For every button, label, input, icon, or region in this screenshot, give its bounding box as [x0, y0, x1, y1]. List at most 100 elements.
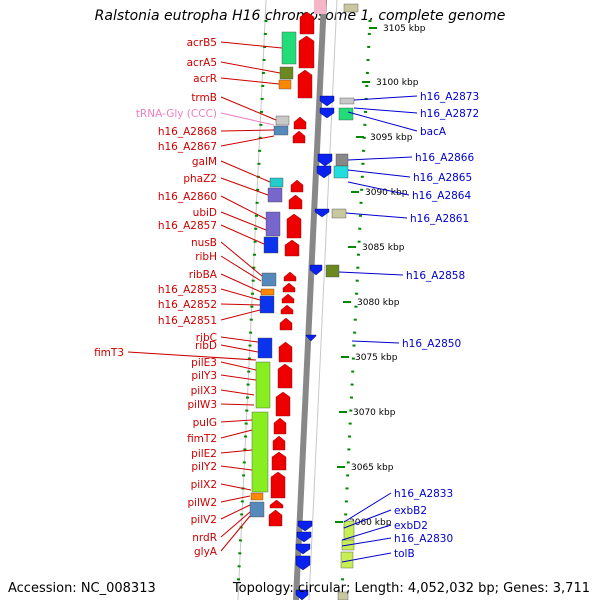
gene-block [255, 361, 271, 409]
gene-block [281, 31, 297, 65]
leader-line-right [341, 552, 392, 563]
gene-arrow-blue [317, 153, 333, 167]
gene-arrow-red [275, 391, 291, 417]
scale-label: 3085 kbp [362, 243, 405, 253]
leader-line-left [220, 177, 269, 196]
gene-label-left: pilE3 [191, 357, 217, 369]
gene-label-right: h16_A2864 [412, 190, 471, 202]
gene-label-left: ribD [195, 340, 217, 352]
scale-label: 3095 kbp [370, 133, 413, 143]
gene-block [279, 66, 294, 80]
gene-block-right [333, 165, 349, 179]
gene-label-left: acrB5 [187, 37, 217, 49]
gene-block [261, 272, 277, 287]
gene-block [265, 211, 281, 237]
leader-line-right [353, 107, 418, 114]
leader-line-left [220, 96, 277, 121]
gene-arrow-red [283, 271, 297, 282]
gene-arrow-red [271, 451, 287, 471]
gene-arrow-blue [295, 555, 311, 571]
leader-line-left [220, 495, 251, 503]
leader-line-right [351, 340, 400, 344]
gene-label-left: h16_A2860 [158, 191, 217, 203]
gene-arrow-blue [305, 334, 317, 342]
top-marker [314, 0, 326, 14]
gene-label-left: ribBA [189, 269, 218, 281]
leader-line-left [220, 160, 271, 183]
leader-line-left [220, 211, 267, 231]
map-title: Ralstonia eutropha H16 chromosome 1, com… [94, 8, 506, 24]
gene-arrow-red [277, 363, 293, 389]
gene-arrow-red [292, 130, 306, 144]
gene-label-left: acrR [193, 73, 217, 85]
gene-arrow-red [293, 116, 307, 130]
leader-line-left [220, 465, 253, 471]
leader-line-right [347, 156, 413, 161]
gene-label-right: h16_A2850 [402, 338, 461, 350]
accession-text: Accession: NC_008313 [8, 581, 156, 596]
gene-label-right: h16_A2858 [406, 270, 465, 282]
gene-label-right: h16_A2861 [410, 213, 469, 225]
gene-arrow-red [281, 293, 295, 304]
gene-arrow-blue [319, 95, 335, 107]
leader-line-left [220, 61, 281, 74]
leader-line-left [220, 429, 253, 439]
gene-arrow-red [299, 11, 315, 35]
gene-block-right [338, 107, 354, 121]
gene-label-left: fimT2 [187, 433, 217, 445]
gene-block [249, 501, 265, 518]
gene-arrow-blue [295, 543, 311, 555]
gene-label-right: exbD2 [394, 520, 428, 532]
gene-label-left: h16_A2868 [158, 126, 217, 138]
leader-line-left [220, 511, 251, 538]
leader-line-right [347, 169, 411, 178]
rail-right-outer [308, 0, 338, 600]
gene-block-right [337, 591, 349, 600]
gene-label-left: nusB [191, 237, 217, 249]
gene-label-left: fimT3 [94, 347, 124, 359]
gene-label-left: tRNA-Gly (CCC) [136, 108, 217, 120]
gene-label-left: pulG [193, 417, 217, 429]
gene-arrow-red [273, 417, 287, 435]
gene-label-left: h16_A2853 [158, 284, 217, 296]
gene-arrow-red [278, 341, 293, 363]
leader-line-left [220, 195, 267, 220]
gene-arrow-blue [297, 520, 313, 532]
gene-arrow-red [288, 194, 303, 210]
gene-label-right: exbB2 [394, 505, 427, 517]
gene-label-left: pilX3 [191, 385, 217, 397]
leader-line-right [343, 492, 392, 523]
scale-label: 3090 kbp [365, 188, 408, 198]
gene-block [259, 295, 275, 314]
gene-label-right: h16_A2833 [394, 488, 453, 500]
leader-line-left [220, 224, 265, 245]
gene-label-left: galM [192, 156, 217, 168]
gene-label-left: pilY2 [191, 461, 217, 473]
gene-block [275, 115, 290, 126]
gene-arrow-blue [319, 107, 335, 119]
leader-line-left [220, 419, 253, 423]
gene-arrow-red [297, 69, 313, 99]
leader-line-left [220, 135, 275, 147]
gene-label-left: trmB [191, 92, 217, 104]
gene-arrow-red [284, 239, 300, 257]
gene-block-right [343, 520, 355, 540]
gene-label-left: h16_A2852 [158, 299, 217, 311]
gene-label-left: pilX2 [191, 479, 217, 491]
gene-block [267, 187, 283, 203]
gene-arrow-blue [296, 531, 312, 543]
gene-block [260, 288, 275, 296]
leader-line-right [338, 271, 404, 276]
leader-line-left [220, 303, 261, 306]
leader-line-right [343, 509, 392, 529]
scale-label: 3065 kbp [351, 463, 394, 473]
leader-line-right [341, 524, 392, 541]
gene-label-left: pilV2 [191, 514, 217, 526]
leader-line-left [220, 273, 262, 293]
gene-arrow-red [298, 35, 315, 69]
leader-line-left [220, 255, 262, 282]
leader-line-right [347, 111, 418, 132]
gene-block-right [339, 97, 355, 105]
gene-label-left: ubiD [193, 207, 217, 219]
